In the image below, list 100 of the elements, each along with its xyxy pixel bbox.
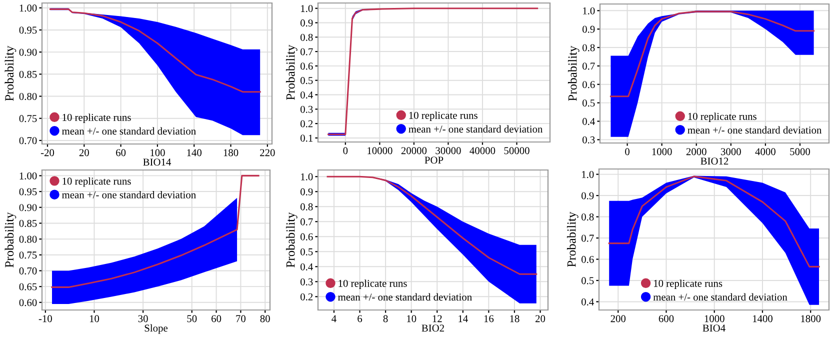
legend-label: 10 replicate runs (654, 280, 722, 290)
y-tick-label: 0.6 (582, 256, 594, 264)
y-tick-label: 0.95 (19, 188, 37, 196)
y-tick-label: 0.8 (300, 34, 313, 41)
x-tick-label: 14 (458, 315, 468, 322)
y-tick-label: 0.80 (19, 92, 37, 100)
y-tick-label: 1.0 (582, 170, 594, 178)
y-tick-label: 0.9 (300, 19, 313, 26)
y-axis-title: Probability (286, 212, 298, 268)
x-tick-label: 80 (260, 315, 270, 322)
y-tick-label: 0.4 (300, 263, 313, 270)
y-axis-title: Probability (568, 46, 580, 101)
y-axis-title: Probability (286, 44, 298, 100)
y-axis-title: Probability (4, 46, 16, 101)
y-tick-label: 0.85 (19, 220, 37, 227)
y-tick-label: 0.3 (582, 136, 595, 144)
x-tick-label: 10 (407, 315, 416, 322)
x-axis-title: BIO2 (422, 324, 444, 332)
y-tick-label: 1.00 (20, 4, 37, 12)
line-series (610, 10, 815, 98)
x-tick-label: 0 (625, 148, 630, 156)
x-tick-label: 40000 (470, 147, 496, 154)
x-tick-label: 1400 (752, 315, 772, 322)
legend-label: mean +/- one standard deviation (408, 125, 543, 133)
x-tick-label: 6 (358, 315, 362, 322)
y-tick-label: 0.9 (582, 26, 595, 33)
y-tick-label: 0.65 (19, 283, 37, 290)
y-tick-label: 0.9 (582, 192, 594, 200)
x-tick-label: 4 (332, 315, 336, 322)
y-tick-label: 0.5 (300, 77, 313, 84)
x-tick-label: -20 (40, 149, 54, 156)
x-tick-label: 1000 (652, 148, 672, 156)
y-tick-label: 0.6 (300, 62, 313, 70)
y-tick-label: 0.2 (300, 293, 313, 300)
x-tick-label: 60 (116, 149, 126, 156)
x-tick-label: 20000 (401, 147, 427, 154)
y-tick-label: 1.0 (301, 5, 313, 12)
y-tick-label: 0.8 (582, 213, 594, 221)
y-tick-label: 0.7 (300, 218, 313, 226)
x-tick-label: 30 (138, 315, 148, 322)
x-tick-label: 18 (510, 315, 520, 322)
y-tick-label: 0.75 (19, 252, 37, 259)
x-tick-label: 50000 (504, 147, 530, 154)
y-tick-label: 0.7 (582, 234, 594, 242)
y-tick-label: 0.95 (19, 26, 37, 34)
y-tick-label: 0.80 (19, 236, 37, 243)
y-tick-label: 1.00 (20, 172, 37, 180)
y-tick-label: 0.90 (19, 204, 37, 212)
y-tick-label: 0.7 (300, 48, 313, 56)
x-tick-label: 20 (79, 149, 89, 156)
x-tick-label: 30000 (436, 147, 461, 154)
y-tick-label: 0.8 (582, 44, 595, 52)
legend-label: mean +/- one standard deviation (653, 293, 788, 301)
y-tick-label: 0.9 (300, 188, 313, 196)
x-axis-title: BIO12 (700, 158, 728, 165)
legend-label: mean +/- one standard deviation (62, 127, 196, 135)
x-tick-label: 60 (212, 315, 222, 322)
line-series (608, 176, 820, 268)
y-tick-label: 0.5 (582, 100, 595, 107)
y-tick-label: 0.6 (582, 81, 595, 88)
x-tick-label: 2000 (686, 148, 706, 156)
legend-label: mean +/- one standard deviation (338, 293, 472, 301)
y-tick-label: 0.60 (19, 299, 37, 306)
y-tick-label: 0.90 (19, 48, 37, 56)
y-tick-label: 0.7 (582, 62, 595, 70)
y-tick-label: 0.4 (582, 118, 595, 126)
x-axis-title: POP (424, 156, 444, 164)
y-tick-label: 0.70 (19, 137, 37, 144)
legend-label: mean +/- one standard deviation (688, 126, 822, 134)
y-tick-label: 0.1 (300, 134, 313, 142)
legend-label: 10 replicate runs (688, 112, 756, 122)
y-tick-label: 0.6 (300, 233, 313, 240)
x-tick-label: 600 (658, 315, 674, 322)
x-tick-label: 0 (343, 147, 348, 154)
legend-label: 10 replicate runs (409, 112, 478, 122)
line-series (49, 8, 261, 93)
x-tick-label: 100 (150, 149, 165, 156)
legend-label: mean +/- one standard deviation (62, 191, 196, 198)
x-tick-label: 50 (187, 315, 197, 322)
y-tick-label: 1.0 (301, 173, 313, 180)
legend-label: 10 replicate runs (338, 280, 407, 290)
x-tick-label: 4000 (755, 148, 776, 156)
x-tick-label: 70 (236, 315, 246, 322)
x-tick-label: -10 (38, 315, 52, 322)
y-tick-label: 0.4 (582, 298, 594, 306)
x-axis-title: BIO4 (702, 324, 726, 332)
y-tick-label: 0.5 (300, 248, 313, 256)
text: 10 replicate runs (62, 177, 131, 187)
y-tick-label: 1.0 (583, 7, 595, 14)
x-tick-label: 5000 (790, 148, 810, 156)
x-tick-label: 10000 (368, 147, 392, 154)
x-tick-label: 20 (536, 315, 546, 322)
legend-label: 10 replicate runs (62, 114, 131, 124)
x-tick-label: 200 (610, 315, 626, 322)
y-tick-label: 0.5 (582, 277, 594, 284)
x-tick-label: 10 (90, 315, 100, 322)
x-tick-label: 12 (432, 315, 442, 322)
x-tick-label: 1000 (704, 315, 724, 322)
x-tick-label: 16 (484, 315, 494, 322)
y-tick-label: 0.75 (19, 115, 37, 122)
